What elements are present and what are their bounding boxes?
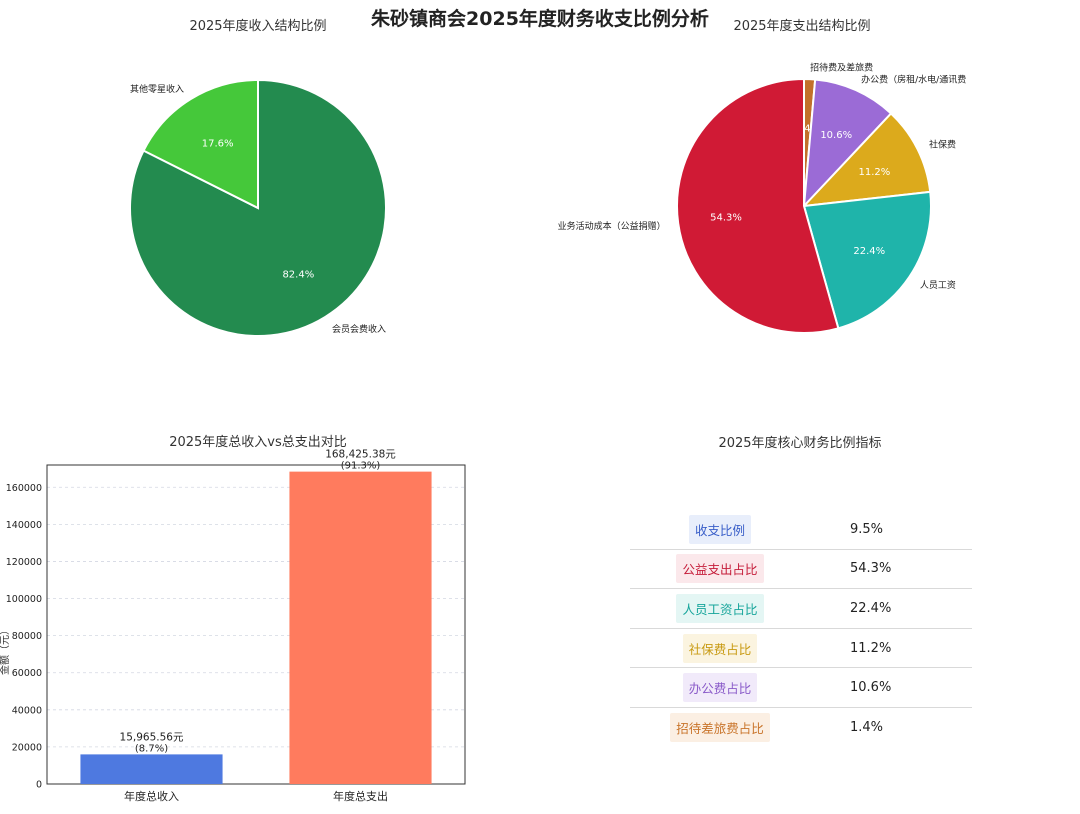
plot-frame bbox=[46, 464, 466, 785]
ratio-label: 招待差旅费占比 bbox=[670, 712, 770, 742]
x-tick-label: 年度总收入 bbox=[124, 789, 179, 803]
ratio-table-rows: 收支比例 9.5% 公益支出占比 54.3% 人员工资占比 22.4% 社保费占比 11.2%… bbox=[630, 510, 972, 747]
pie-category-label: 社保费 bbox=[929, 138, 956, 150]
y-tick-label: 40000 bbox=[12, 705, 42, 716]
bar-chart-svg: 2025年度总收入vs总支出对比 金额（元） 0 20000 40000 60000 8… bbox=[0, 434, 466, 803]
pie-category-label: 其他零星收入 bbox=[130, 83, 184, 95]
ratio-value: 22.4% bbox=[850, 600, 892, 616]
income-pie-title: 2025年度收入结构比例 bbox=[189, 18, 326, 34]
bar bbox=[80, 754, 223, 784]
pie-pct-label: 82.4% bbox=[282, 269, 314, 280]
y-tick-label: 20000 bbox=[12, 742, 42, 753]
pie-slice bbox=[801, 112, 932, 208]
ratio-table-title: 2025年度核心财务比例指标 bbox=[718, 436, 882, 451]
y-tick-label: 160000 bbox=[6, 483, 42, 494]
y-tick-label: 80000 bbox=[12, 631, 42, 642]
expense-pie-chart: 2025年度支出结构比例 1.4% 招待费及差旅费 10.6% 办公费（房租/水电/通… bbox=[520, 0, 1080, 400]
ratio-row: 人员工资占比 22.4% bbox=[630, 589, 972, 629]
bar bbox=[289, 471, 432, 784]
ratio-row: 公益支出占比 54.3% bbox=[630, 550, 972, 590]
x-tick-label: 年度总支出 bbox=[333, 789, 388, 803]
pie-category-label: 业务活动成本（公益捐赠） bbox=[558, 220, 666, 232]
bar-pct-label: (91.3%) bbox=[341, 461, 381, 472]
page-title: 朱砂镇商会2025年度财务收支比例分析 bbox=[371, 8, 709, 30]
pie-slice bbox=[802, 190, 932, 330]
ratio-value: 1.4% bbox=[850, 719, 884, 735]
ratio-value: 54.3% bbox=[850, 561, 892, 577]
income-pie-svg: 2025年度收入结构比例 82.4% 会员会费收入 17.6% 其他零星收入 bbox=[129, 18, 387, 337]
pie-pct-label: 22.4% bbox=[853, 246, 885, 257]
expense-pie-title: 2025年度支出结构比例 bbox=[733, 18, 870, 34]
ratio-value: 9.5% bbox=[850, 521, 884, 537]
bar-chart-title: 2025年度总收入vs总支出对比 bbox=[169, 434, 347, 450]
ratio-label: 收支比例 bbox=[688, 514, 751, 544]
ratio-label: 社保费占比 bbox=[682, 633, 758, 663]
ratio-label: 人员工资占比 bbox=[676, 593, 764, 623]
ratio-label: 办公费占比 bbox=[682, 673, 758, 703]
bar-chart-ylabel: 金额（元） bbox=[0, 625, 11, 675]
y-tick-label: 140000 bbox=[6, 520, 42, 531]
pie-category-label: 办公费（房租/水电/通讯费 bbox=[861, 74, 966, 86]
y-tick-label: 100000 bbox=[6, 594, 42, 605]
pie-category-label: 会员会费收入 bbox=[332, 323, 386, 335]
pie-category-label: 人员工资 bbox=[920, 280, 956, 291]
income-pie-chart: 2025年度收入结构比例 82.4% 会员会费收入 17.6% 其他零星收入 bbox=[0, 0, 520, 400]
pie-pct-label: 10.6% bbox=[820, 130, 852, 141]
pie-pct-label: 17.6% bbox=[202, 139, 234, 150]
pie-slice bbox=[802, 78, 893, 209]
ratio-row: 办公费占比 10.6% bbox=[630, 668, 972, 708]
bar-value-label: 15,965.56元 bbox=[120, 731, 184, 743]
pie-pct-label: 54.3% bbox=[710, 213, 742, 224]
ratio-row: 收支比例 9.5% bbox=[630, 510, 972, 550]
income-expense-bar-chart: 2025年度总收入vs总支出对比 金额（元） 0 20000 40000 60000 8… bbox=[0, 420, 520, 810]
pie-category-label: 招待费及差旅费 bbox=[810, 61, 873, 73]
ratio-row: 招待差旅费占比 1.4% bbox=[630, 708, 972, 747]
pie-pct-label: 11.2% bbox=[859, 167, 891, 178]
y-tick-label: 60000 bbox=[12, 668, 42, 679]
pie-pct-label: 1.4% bbox=[795, 123, 820, 134]
y-tick-label: 0 bbox=[36, 780, 42, 791]
ratio-table: 2025年度核心财务比例指标 收支比例 9.5% 公益支出占比 54.3% 人员工资占比… bbox=[600, 420, 1020, 810]
bar-pct-label: (8.7%) bbox=[135, 743, 168, 754]
ratio-value: 10.6% bbox=[850, 680, 892, 696]
ratio-row: 社保费占比 11.2% bbox=[630, 629, 972, 669]
ratio-label: 公益支出占比 bbox=[676, 554, 764, 584]
pie-slice bbox=[142, 78, 259, 210]
y-tick-label: 120000 bbox=[6, 557, 42, 568]
pie-slice bbox=[676, 77, 840, 334]
bar-value-label: 168,425.38元 bbox=[325, 449, 396, 461]
expense-pie-svg: 2025年度支出结构比例 1.4% 招待费及差旅费 10.6% 办公费（房租/水电/通… bbox=[558, 18, 966, 334]
ratio-value: 11.2% bbox=[850, 640, 892, 656]
